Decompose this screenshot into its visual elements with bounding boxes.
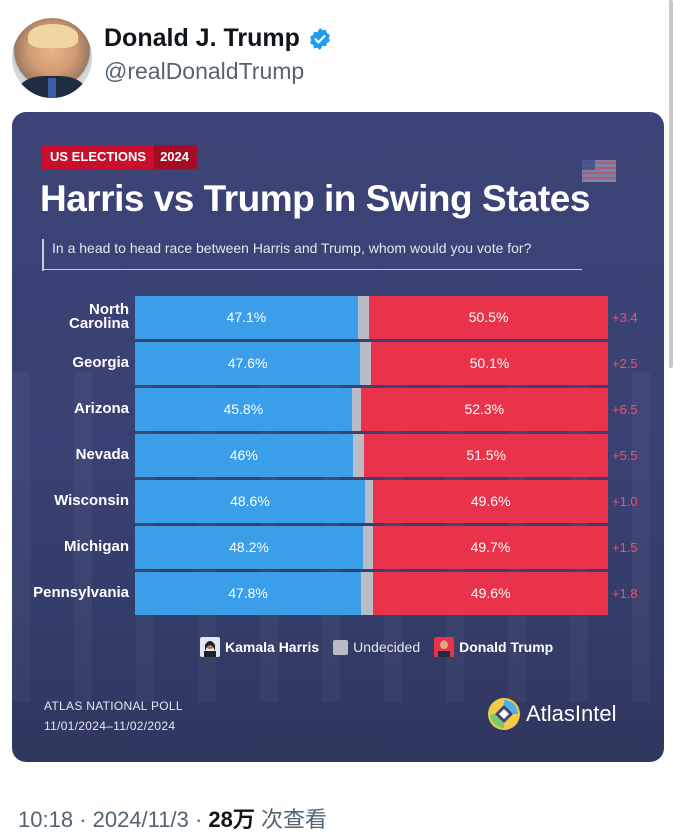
- legend-trump-label: Donald Trump: [459, 639, 554, 655]
- harris-value-label: 47.6%: [227, 355, 268, 371]
- us-flag-icon: [582, 160, 616, 182]
- trump-value-label: 49.7%: [470, 539, 511, 555]
- state-label: Arizona: [73, 400, 129, 417]
- state-label: Nevada: [75, 446, 129, 463]
- atlasintel-logo-icon: [488, 698, 520, 730]
- chart-row: North Carolina 47.1% 50.5% +3.4: [12, 296, 664, 339]
- author-name[interactable]: Donald J. Trump: [104, 24, 300, 52]
- trump-lead-label: +5.5: [612, 448, 638, 463]
- harris-value-label: 48.2%: [229, 539, 269, 555]
- harris-bar: [135, 388, 352, 431]
- trump-lead-label: +6.5: [612, 402, 638, 417]
- badge-label: US ELECTIONS: [42, 145, 155, 169]
- election-badge: US ELECTIONS 2024: [42, 145, 197, 169]
- view-count: 28万: [208, 807, 255, 832]
- poll-image[interactable]: US ELECTIONS 2024 Harris vs Trump in Swi…: [12, 112, 664, 762]
- trump-lead-label: +3.4: [612, 310, 638, 325]
- legend-undecided: Undecided: [333, 639, 420, 655]
- harris-bar: [135, 296, 358, 339]
- trump-value-label: 50.1%: [469, 355, 510, 371]
- harris-value-label: 47.1%: [226, 309, 267, 325]
- chart-legend: Kamala Harris Undecided Donald Trump: [200, 634, 567, 660]
- harris-bar: [135, 526, 363, 569]
- timestamp[interactable]: 10:18 · 2024/11/3 ·: [18, 807, 209, 832]
- trump-lead-label: +1.0: [612, 494, 638, 509]
- trump-value-label: 51.5%: [466, 447, 507, 463]
- trump-avatar-icon: [434, 637, 455, 657]
- trump-bar: [360, 388, 608, 431]
- tweet-header: Donald J. Trump @realDonaldTrump: [0, 0, 673, 110]
- trump-value-label: 49.6%: [470, 585, 511, 601]
- harris-value-label: 46%: [229, 447, 258, 463]
- state-label: Georgia: [72, 354, 129, 371]
- legend-trump: Donald Trump: [434, 637, 553, 657]
- author-handle[interactable]: @realDonaldTrump: [104, 58, 305, 84]
- chart-row: Michigan 48.2% 49.7% +1.5: [12, 526, 664, 569]
- undecided-bar: [360, 342, 372, 385]
- undecided-swatch: [333, 639, 349, 655]
- trump-bar: [372, 526, 608, 569]
- harris-value-label: 48.6%: [230, 493, 270, 509]
- trump-value-label: 50.5%: [468, 309, 509, 325]
- poll-name: ATLAS NATIONAL POLL: [44, 699, 183, 713]
- trump-bar: [373, 572, 608, 615]
- subtitle-underline: [42, 269, 582, 270]
- legend-undecided-label: Undecided: [353, 639, 421, 655]
- chart-row: Pennsylvania 47.8% 49.6% +1.8: [12, 572, 664, 615]
- state-label: Michigan: [63, 538, 129, 555]
- tweet-meta: 10:18 · 2024/11/3 · 28万 次查看: [18, 802, 327, 834]
- trump-bar: [369, 296, 608, 339]
- chart-row: Arizona 45.8% 52.3% +6.5: [12, 388, 664, 431]
- legend-harris-label: Kamala Harris: [225, 639, 320, 655]
- verified-badge-icon: [310, 28, 330, 50]
- scrollbar[interactable]: [669, 0, 673, 368]
- state-label: Pennsylvania: [33, 584, 129, 601]
- harris-value-label: 45.8%: [223, 401, 264, 417]
- harris-avatar-icon: [200, 637, 220, 657]
- state-label: Wisconsin: [54, 492, 129, 509]
- subtitle-rule: [42, 239, 44, 271]
- harris-bar: [135, 342, 361, 385]
- chart-subtitle: In a head to head race between Harris an…: [52, 240, 532, 256]
- chart-row: Wisconsin 48.6% 49.6% +1.0: [12, 480, 664, 523]
- trump-bar: [371, 342, 608, 385]
- trump-lead-label: +1.8: [612, 586, 638, 601]
- undecided-bar: [357, 296, 370, 339]
- harris-bar: [135, 572, 362, 615]
- author-avatar[interactable]: [12, 18, 92, 98]
- undecided-bar: [362, 526, 373, 569]
- trump-value-label: 49.6%: [470, 493, 511, 509]
- views-suffix: 次查看: [254, 807, 328, 832]
- legend-harris: Kamala Harris: [200, 637, 319, 657]
- atlasintel-brand: AtlasIntel: [526, 701, 617, 726]
- trump-lead-label: +1.5: [612, 540, 638, 555]
- trump-bar: [373, 480, 608, 523]
- poll-dates: 11/01/2024–11/02/2024: [44, 719, 176, 733]
- undecided-bar: [361, 572, 374, 615]
- chart-row: Georgia 47.6% 50.1% +2.5: [12, 342, 664, 385]
- undecided-bar: [364, 480, 374, 523]
- state-label: North Carolina: [68, 301, 129, 332]
- chart-title: Harris vs Trump in Swing States: [40, 178, 590, 219]
- trump-lead-label: +2.5: [612, 356, 638, 371]
- chart-row: Nevada 46% 51.5% +5.5: [12, 434, 664, 477]
- undecided-bar: [352, 434, 365, 477]
- harris-bar: [135, 480, 365, 523]
- badge-year: 2024: [154, 145, 197, 169]
- undecided-bar: [351, 388, 361, 431]
- trump-value-label: 52.3%: [464, 401, 505, 417]
- harris-value-label: 47.8%: [228, 585, 268, 601]
- trump-bar: [364, 434, 608, 477]
- harris-bar: [135, 434, 353, 477]
